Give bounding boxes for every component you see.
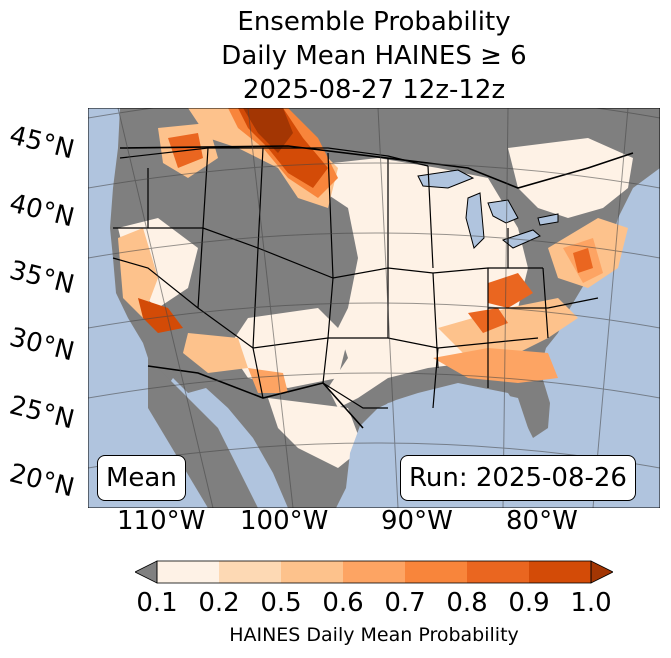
colorbar-segment bbox=[529, 561, 592, 583]
prob-high-5 bbox=[488, 273, 533, 308]
state-borders bbox=[112, 147, 599, 409]
colorbar-segment bbox=[281, 561, 344, 583]
colorbar-tick-label: 0.1 bbox=[136, 588, 178, 618]
colorbar-under-arrow bbox=[135, 560, 158, 584]
colorbar-label: HAINES Daily Mean Probability bbox=[229, 624, 519, 646]
prob-high-2 bbox=[243, 108, 293, 153]
colorbar-tick-label: 0.2 bbox=[198, 588, 240, 618]
prob-light-4 bbox=[268, 398, 363, 468]
run-date-label: Run: 2025-08-26 bbox=[400, 455, 636, 501]
colorbar-segment bbox=[405, 561, 468, 583]
lon-label-110w: 110°W bbox=[117, 506, 206, 536]
lat-label-45: 45°N bbox=[6, 120, 78, 166]
lat-label-35: 35°N bbox=[6, 255, 78, 301]
mexico-land bbox=[148, 358, 258, 508]
lon-label-90w: 90°W bbox=[381, 506, 453, 536]
probability-map bbox=[88, 108, 660, 508]
colorbar-segment bbox=[219, 561, 282, 583]
title-line-2: Daily Mean HAINES ≥ 6 bbox=[221, 41, 527, 71]
title-line-1: Ensemble Probability bbox=[237, 7, 511, 37]
lon-label-80w: 80°W bbox=[506, 506, 578, 536]
prob-high-4 bbox=[138, 298, 183, 333]
colorbar-tick-label: 0.9 bbox=[508, 588, 550, 618]
prob-mid-2 bbox=[433, 348, 558, 383]
lon-label-100w: 100°W bbox=[240, 506, 329, 536]
colorbar-segment bbox=[467, 561, 530, 583]
colorbar-tick-label: 0.7 bbox=[384, 588, 426, 618]
prob-high-7 bbox=[573, 248, 593, 273]
title-line-3: 2025-08-27 12z-12z bbox=[242, 75, 506, 105]
colorbar bbox=[135, 560, 613, 584]
colorbar-tick-label: 0.8 bbox=[446, 588, 488, 618]
lat-label-20: 20°N bbox=[6, 458, 78, 504]
lat-label-30: 30°N bbox=[6, 322, 78, 368]
prob-light-2 bbox=[508, 138, 633, 218]
prob-light-3 bbox=[228, 308, 348, 388]
colorbar-tick-label: 0.6 bbox=[322, 588, 364, 618]
colorbar-tick-label: 0.5 bbox=[260, 588, 302, 618]
prob-mid-8 bbox=[118, 228, 158, 318]
colorbar-tick-label: 1.0 bbox=[570, 588, 612, 618]
mean-label: Mean bbox=[97, 455, 186, 501]
country-borders bbox=[119, 145, 634, 429]
great-lakes bbox=[417, 169, 559, 249]
lat-label-40: 40°N bbox=[6, 188, 78, 234]
lat-label-25: 25°N bbox=[6, 390, 78, 436]
colorbar-over-arrow bbox=[590, 560, 613, 584]
prob-mid-1 bbox=[438, 298, 578, 358]
graticule bbox=[88, 108, 660, 508]
colorbar-segment bbox=[157, 561, 220, 583]
prob-mid-9 bbox=[183, 333, 248, 373]
colorbar-segment bbox=[343, 561, 406, 583]
